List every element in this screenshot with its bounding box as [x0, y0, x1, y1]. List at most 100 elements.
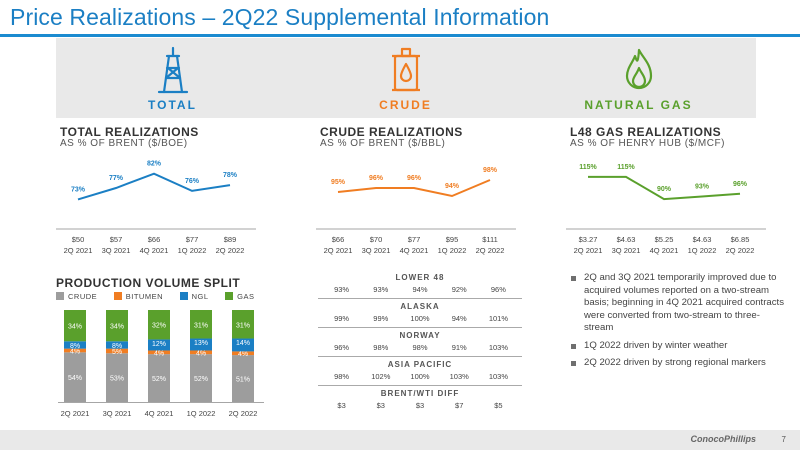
bar-segment-crude	[106, 353, 128, 402]
crude-price-tick: $66	[332, 235, 345, 244]
region-cell: 96%	[334, 343, 350, 352]
region-cell: 100%	[410, 372, 430, 381]
bar-segment-label: 32%	[152, 323, 166, 330]
total-data-label: 78%	[223, 172, 238, 179]
gas-realizations-chart: 115% 115% 90% 93% 96% $3.27 2Q 2021 $4.63 3Q 202…	[566, 150, 776, 262]
bar-segment-bitumen	[190, 350, 212, 355]
crude-data-label: 98%	[483, 167, 498, 174]
region-cell: $3	[415, 401, 425, 410]
bullet-item: 1Q 2022 driven by winter weather	[570, 340, 785, 353]
region-row: $3 $3 $3 $7 $5	[318, 398, 522, 414]
gas-x-tick: 4Q 2021	[650, 246, 679, 255]
legend-item-gas: GAS	[225, 292, 254, 301]
crude-realizations-chart: 95% 96% 96% 94% 98% $66 2Q 2021 $70 3Q 2021 $77 4Q…	[316, 150, 526, 262]
bar-segment-ngl	[232, 338, 254, 352]
company-logo: ConocoPhillips	[690, 434, 756, 444]
oil-derrick-icon	[157, 46, 188, 94]
region-cell: $5	[494, 401, 503, 410]
region-cell: 94%	[451, 314, 467, 323]
production-legend: CRUDE BITUMEN NGL GAS	[56, 292, 268, 301]
gas-realizations-subtitle: AS % OF HENRY HUB ($/MCF)	[570, 138, 725, 149]
crude-price-tick: $95	[446, 235, 459, 244]
crude-series-line	[337, 179, 491, 198]
banner-gas: NATURAL GAS	[522, 38, 755, 118]
banner-total: TOTAL	[56, 38, 289, 118]
total-x-tick: 3Q 2021	[102, 246, 131, 255]
legend-swatch	[179, 292, 188, 300]
region-cell: $3	[337, 401, 346, 410]
total-data-label: 82%	[147, 161, 162, 168]
bar-segment-gas	[148, 310, 170, 340]
total-realizations-subtitle: AS % OF BRENT ($/BOE)	[60, 138, 188, 149]
total-realizations-svg: 73% 77% 82% 76% 78% $50 2Q 2021 $57 3Q 2021 $66 4Q…	[56, 161, 256, 255]
region-cell: 93%	[373, 285, 389, 294]
crude-x-tick: 2Q 2022	[476, 246, 505, 255]
legend-swatch	[225, 292, 234, 300]
region-heading: BRENT/WTI DIFF	[380, 389, 460, 398]
footer-bar	[0, 430, 800, 450]
page-title: Price Realizations – 2Q22 Supplemental I…	[10, 4, 550, 30]
region-cell: 96%	[490, 285, 506, 294]
bar-segment-crude	[148, 354, 170, 402]
total-price-tick: $66	[148, 235, 161, 244]
crude-x-tick: 3Q 2021	[362, 246, 391, 255]
total-price-tick: $89	[224, 235, 237, 244]
crude-x-tick: 1Q 2022	[438, 246, 467, 255]
region-cell: 98%	[412, 343, 428, 352]
bar-segment-label: 13%	[194, 340, 208, 347]
legend-label: BITUMEN	[125, 292, 164, 301]
production-x-tick: 1Q 2022	[187, 409, 216, 418]
crude-price-tick: $70	[370, 235, 383, 244]
bar-segment-label: 31%	[194, 322, 208, 329]
flame-icon	[625, 48, 652, 90]
legend-swatch	[113, 292, 122, 300]
production-x-tick: 2Q 2022	[229, 409, 258, 418]
bar-segment-crude	[190, 354, 212, 402]
total-x-tick: 1Q 2022	[178, 246, 207, 255]
bar-segment-label: 4%	[70, 348, 80, 355]
total-data-label: 77%	[109, 175, 124, 182]
bar-segment-gas	[190, 310, 212, 339]
crude-data-label: 95%	[331, 179, 346, 186]
legend-item-crude: CRUDE	[56, 292, 97, 301]
bar-segment-label: 34%	[68, 324, 82, 331]
bar-segment-label: 4%	[196, 350, 206, 357]
bar-segment-crude	[64, 352, 86, 402]
region-cell: 99%	[334, 314, 350, 323]
bar-segment-label: 52%	[152, 376, 166, 383]
gas-data-label: 96%	[733, 181, 748, 188]
banner-label-gas: NATURAL GAS	[584, 98, 693, 112]
total-series-line	[77, 172, 231, 201]
region-cell: 103%	[488, 343, 508, 352]
bar-segment-label: 12%	[152, 341, 166, 348]
bar-segment-label: 53%	[110, 376, 124, 383]
gas-price-tick: $3.27	[579, 235, 598, 244]
crude-price-tick: $77	[408, 235, 421, 244]
gas-data-label: 115%	[617, 164, 635, 171]
total-price-tick: $57	[110, 235, 123, 244]
gas-realizations-title: L48 GAS REALIZATIONS	[570, 125, 722, 139]
gas-price-tick: $5.25	[655, 235, 674, 244]
gas-realizations-svg: 115% 115% 90% 93% 96% $3.27 2Q 2021 $4.63 3Q 202…	[566, 164, 766, 255]
bar-segment-bitumen	[148, 350, 170, 355]
gas-data-label: 93%	[695, 183, 710, 190]
total-data-label: 73%	[71, 186, 86, 193]
region-cell: 103%	[488, 372, 508, 381]
total-data-label: 76%	[185, 178, 200, 185]
region-cell: 98%	[334, 372, 350, 381]
crude-data-label: 94%	[445, 183, 460, 190]
production-x-tick: 2Q 2021	[61, 409, 90, 418]
region-cell: 103%	[449, 372, 469, 381]
region-cell: 93%	[334, 285, 350, 294]
region-cell: 100%	[410, 314, 430, 323]
gas-x-tick: 2Q 2022	[726, 246, 755, 255]
production-x-tick: 4Q 2021	[145, 409, 174, 418]
bar-segment-label: 4%	[238, 351, 248, 358]
crude-price-tick: $111	[482, 235, 498, 244]
total-realizations-title: TOTAL REALIZATIONS	[60, 125, 199, 139]
bar-segment-label: 8%	[112, 343, 122, 350]
region-row: 98% 102% 100% 103% 103%	[318, 369, 522, 386]
gas-x-tick: 1Q 2022	[688, 246, 717, 255]
crude-realizations-subtitle: AS % OF BRENT ($/BBL)	[320, 138, 446, 149]
